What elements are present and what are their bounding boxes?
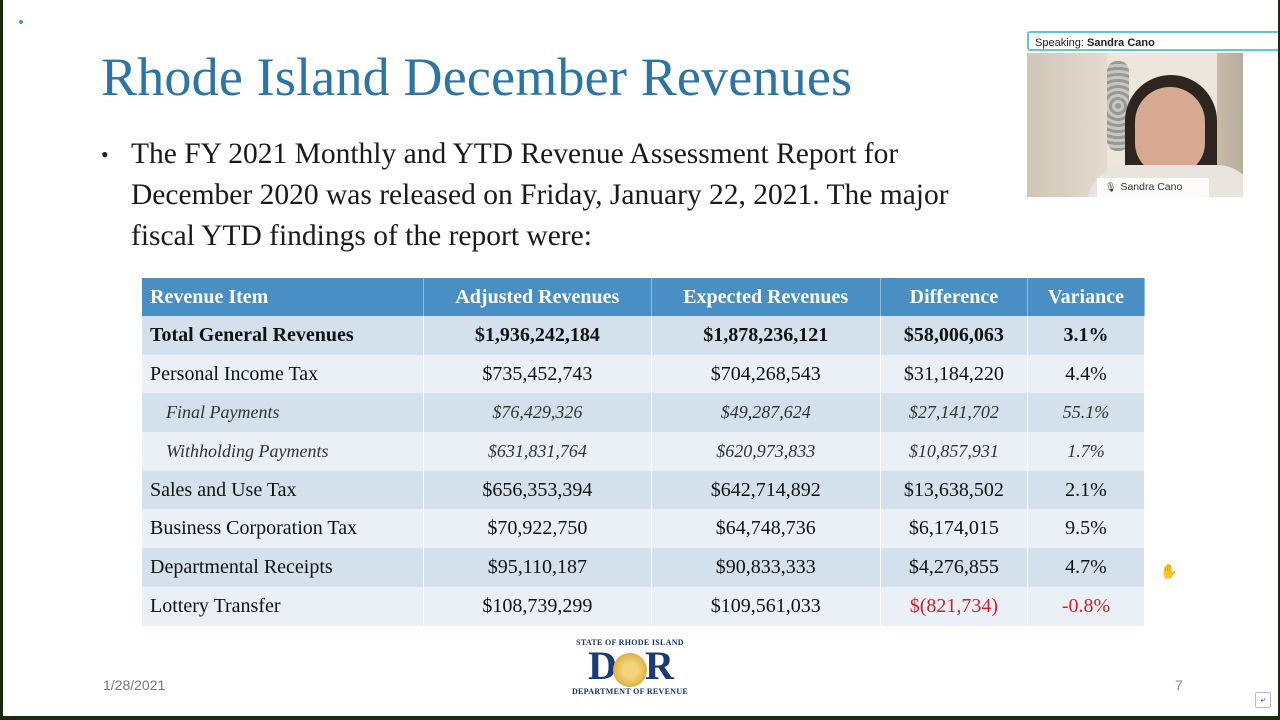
cell-expected: $49,287,624: [651, 393, 881, 433]
logo-letter-d: D: [588, 643, 617, 688]
cell-expected: $620,973,833: [651, 432, 881, 471]
popout-icon: ⤶: [1260, 695, 1266, 705]
cell-item: Departmental Receipts: [142, 548, 424, 587]
cell-expected: $1,878,236,121: [651, 316, 881, 355]
cell-difference: $27,141,702: [880, 393, 1029, 433]
cell-adjusted: $70,922,750: [423, 509, 652, 549]
hand-cursor-icon: ✋: [1160, 565, 1178, 580]
table-row: Lottery Transfer $108,739,299 $109,561,0…: [142, 586, 1145, 626]
cell-adjusted: $631,831,764: [423, 432, 652, 471]
cell-difference: $31,184,220: [880, 354, 1029, 394]
cell-item: Sales and Use Tax: [142, 470, 424, 510]
table-row: Sales and Use Tax $656,353,394 $642,714,…: [142, 470, 1145, 510]
bullet-line: fiscal YTD findings of the report were:: [131, 220, 592, 252]
cell-difference: $58,006,063: [880, 316, 1029, 355]
speaking-label: Speaking:: [1035, 37, 1084, 49]
speaking-name: Sandra Cano: [1087, 37, 1155, 49]
table-row: Withholding Payments $631,831,764 $620,9…: [142, 432, 1145, 471]
speaking-indicator: Speaking: Sandra Cano: [1027, 31, 1280, 51]
table-row: Final Payments $76,429,326 $49,287,624 $…: [142, 393, 1145, 433]
cell-expected: $64,748,736: [651, 509, 881, 549]
participant-video[interactable]: [1027, 53, 1243, 197]
header-revenue-item: Revenue Item: [142, 278, 424, 316]
state-seal-icon: [613, 652, 647, 687]
microphone-icon: 🎙: [1105, 182, 1117, 192]
cell-variance: 2.1%: [1027, 470, 1145, 510]
cell-difference: $13,638,502: [880, 470, 1029, 510]
cell-variance: 55.1%: [1027, 393, 1145, 433]
cell-adjusted: $656,353,394: [423, 470, 652, 510]
window-border: [0, 716, 1280, 720]
cell-expected: $90,833,333: [651, 548, 881, 587]
cell-adjusted: $108,739,299: [423, 586, 652, 626]
cell-item: Lottery Transfer: [142, 586, 424, 626]
cell-variance: 1.7%: [1027, 432, 1145, 471]
cell-expected: $109,561,033: [651, 586, 881, 626]
cell-difference: $4,276,855: [880, 548, 1029, 587]
slide-date: 1/28/2021: [103, 677, 166, 693]
header-adjusted-revenues: Adjusted Revenues: [423, 278, 652, 316]
cell-difference: $10,857,931: [880, 432, 1029, 471]
header-difference: Difference: [880, 278, 1029, 316]
video-person-face: [1135, 87, 1205, 175]
participant-name: Sandra Cano: [1120, 181, 1183, 193]
cell-item: Withholding Payments: [142, 432, 424, 471]
cell-adjusted: $735,452,743: [423, 354, 652, 394]
video-wall-decor: [1107, 61, 1129, 151]
bullet-line: December 2020 was released on Friday, Ja…: [131, 179, 949, 211]
logo-letter-r: R: [645, 643, 674, 688]
cell-item: Final Payments: [142, 393, 424, 433]
cell-difference: $(821,734): [880, 586, 1029, 626]
logo-bottom-text: DEPARTMENT OF REVENUE: [571, 686, 689, 696]
bullet-icon: •: [101, 142, 109, 167]
cell-expected: $704,268,543: [651, 354, 881, 394]
cell-adjusted: $76,429,326: [423, 393, 652, 433]
indicator-dot: [19, 20, 23, 24]
cell-variance: 9.5%: [1027, 509, 1145, 549]
cell-difference: $6,174,015: [880, 509, 1029, 549]
cell-item: Personal Income Tax: [142, 354, 424, 394]
cell-adjusted: $1,936,242,184: [423, 316, 652, 355]
logo-top-text: STATE OF RHODE ISLAND: [576, 638, 684, 647]
popout-button[interactable]: ⤶: [1255, 692, 1271, 708]
cell-expected: $642,714,892: [651, 470, 881, 510]
table-row: Total General Revenues $1,936,242,184 $1…: [142, 316, 1145, 355]
cell-variance: -0.8%: [1027, 586, 1145, 626]
cell-adjusted: $95,110,187: [423, 548, 652, 587]
table-row: Business Corporation Tax $70,922,750 $64…: [142, 509, 1145, 549]
header-variance: Variance: [1027, 278, 1145, 316]
cell-variance: 4.7%: [1027, 548, 1145, 587]
header-expected-revenues: Expected Revenues: [651, 278, 881, 316]
slide-title: Rhode Island December Revenues: [101, 47, 853, 107]
window-border: [1278, 0, 1280, 720]
bullet-line: The FY 2021 Monthly and YTD Revenue Asse…: [131, 138, 899, 170]
table-row: Departmental Receipts $95,110,187 $90,83…: [142, 548, 1145, 587]
cell-variance: 3.1%: [1027, 316, 1145, 355]
cell-item: Business Corporation Tax: [142, 509, 424, 549]
table-row: Personal Income Tax $735,452,743 $704,26…: [142, 354, 1145, 394]
cell-variance: 4.4%: [1027, 354, 1145, 394]
revenue-table: Revenue Item Adjusted Revenues Expected …: [142, 278, 1145, 626]
participant-name-tag: 🎙 Sandra Cano: [1097, 178, 1209, 197]
cell-item: Total General Revenues: [142, 316, 424, 355]
table-header-row: Revenue Item Adjusted Revenues Expected …: [142, 278, 1145, 316]
page-number: 7: [1175, 677, 1183, 693]
